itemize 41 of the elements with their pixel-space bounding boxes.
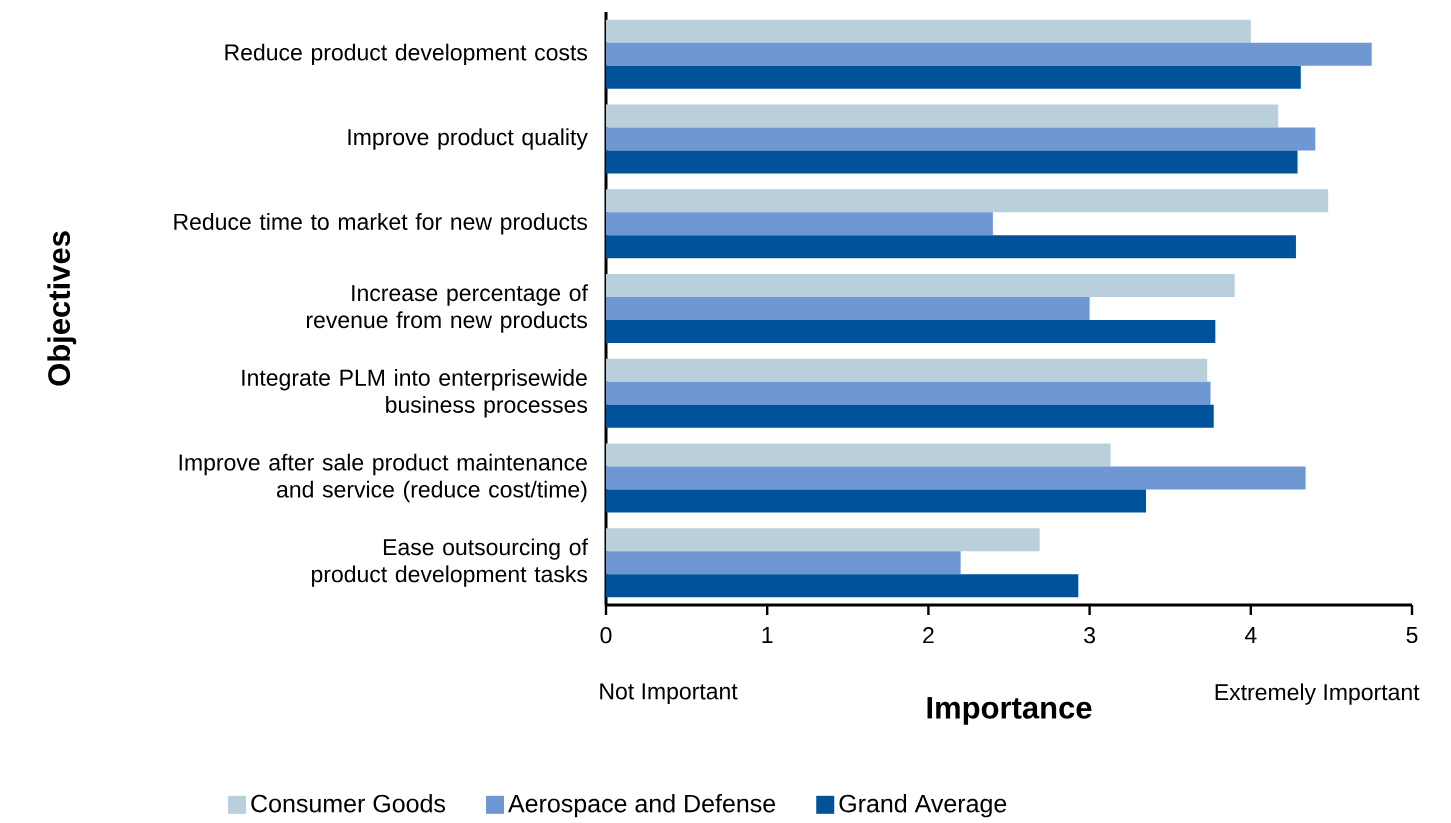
bar (606, 574, 1079, 598)
bar (606, 65, 1301, 89)
bar (606, 528, 1040, 552)
bar (606, 19, 1251, 43)
x-tick-label: 0 (600, 627, 612, 644)
y-axis-title: Objectives (47, 231, 77, 386)
bar (606, 404, 1214, 428)
bar (606, 150, 1298, 174)
bar (606, 42, 1372, 66)
y-tick-label: Improve after sale product maintenance and service (reduce cost/time) (179, 453, 587, 503)
x-tick-label: 2 (923, 627, 934, 644)
y-tick-label: Improve product quality (348, 128, 588, 150)
bar (606, 489, 1147, 513)
y-tick-label: Ease outsourcing of product development tasks (311, 538, 588, 587)
bar (606, 104, 1279, 128)
bar (606, 297, 1090, 320)
bar (606, 551, 961, 575)
bar (606, 189, 1329, 213)
bar (606, 443, 1111, 467)
legend-label: Grand Average (839, 794, 1007, 818)
x-tick-label: 3 (1084, 627, 1095, 644)
bar (606, 466, 1306, 490)
bar (606, 381, 1211, 405)
x-tick-label: 5 (1406, 627, 1418, 644)
legend-label: Aerospace and Defense (508, 794, 776, 818)
bar (606, 127, 1316, 151)
text: Extremely Important (1215, 683, 1420, 705)
bar (606, 274, 1235, 297)
y-tick-label: Integrate PLM into enterprisewide business processes (242, 369, 588, 418)
bar (606, 320, 1216, 343)
bar (606, 235, 1296, 259)
text: Not Important (600, 683, 738, 704)
x-tick-label: 4 (1244, 627, 1257, 643)
bar (606, 212, 993, 236)
x-axis-title: Importance (927, 697, 1092, 725)
y-tick-label: Increase percentage of revenue from new products (306, 284, 588, 333)
legend-label: Consumer Goods (251, 794, 446, 813)
y-tick-label: Reduce time to market for new products (174, 213, 588, 235)
x-tick-label: 1 (762, 627, 773, 643)
bar (606, 358, 1208, 382)
y-tick-label: Reduce product development costs (225, 43, 588, 66)
